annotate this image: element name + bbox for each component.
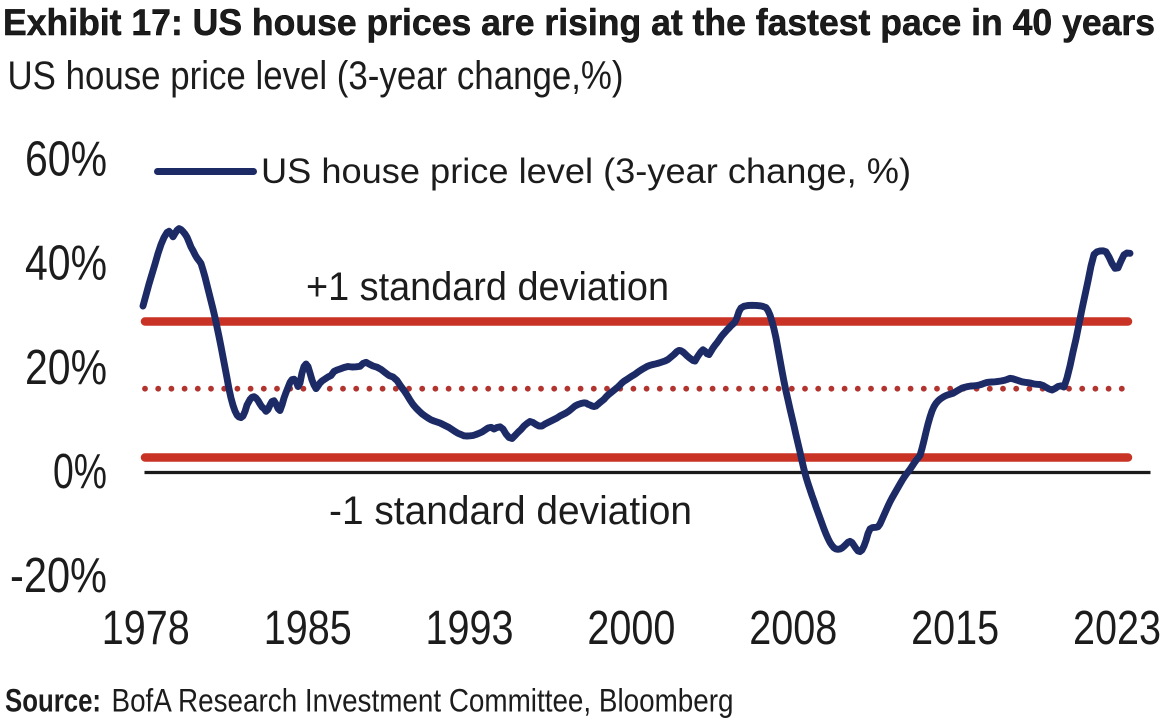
svg-text:-1 standard deviation: -1 standard deviation (329, 489, 692, 533)
svg-text:2008: 2008 (749, 602, 837, 655)
svg-text:Source:: Source: (5, 683, 101, 719)
svg-text:0%: 0% (53, 445, 107, 499)
svg-text:2000: 2000 (587, 602, 675, 655)
svg-text:Exhibit 17: US house prices ar: Exhibit 17: US house prices are rising a… (3, 2, 1155, 43)
svg-text:1985: 1985 (264, 602, 352, 655)
svg-text:US house price level (3-year c: US house price level (3-year change, %) (261, 152, 911, 191)
svg-text:+1 standard deviation: +1 standard deviation (306, 265, 669, 309)
svg-text:1993: 1993 (426, 602, 514, 655)
svg-text:2015: 2015 (911, 602, 999, 655)
svg-text:BofA Research Investment Commi: BofA Research Investment Committee, Bloo… (112, 683, 734, 719)
svg-text:40%: 40% (25, 237, 107, 291)
svg-text:20%: 20% (25, 341, 107, 395)
svg-text:2023: 2023 (1073, 602, 1161, 655)
svg-text:US house price level (3-year c: US house price level (3-year change,%) (8, 54, 624, 98)
svg-text:-20%: -20% (10, 549, 107, 603)
svg-text:1978: 1978 (102, 602, 190, 655)
svg-text:60%: 60% (25, 132, 107, 186)
